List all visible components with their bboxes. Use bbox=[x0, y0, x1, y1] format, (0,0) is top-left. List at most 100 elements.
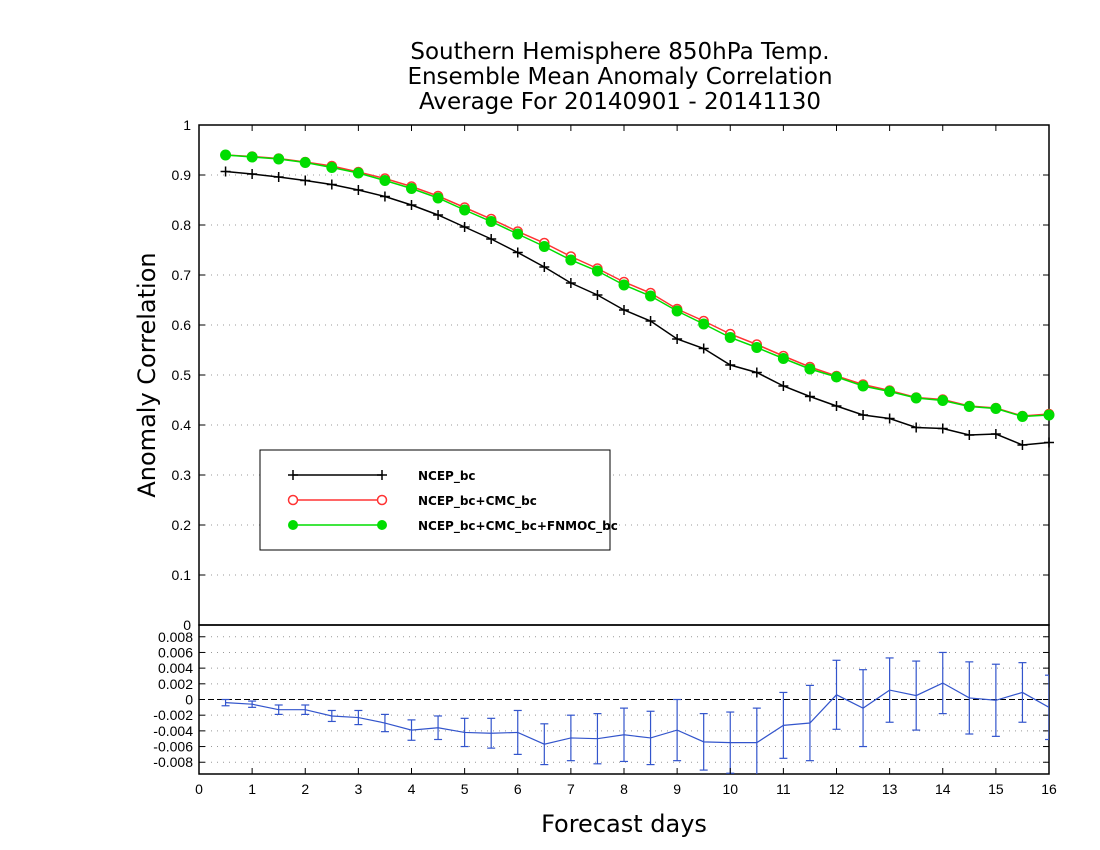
data-point bbox=[645, 290, 657, 302]
y-tick-label: 0 bbox=[183, 617, 191, 633]
x-tick-label: 4 bbox=[408, 781, 416, 797]
data-point bbox=[990, 403, 1002, 414]
error-bar bbox=[301, 704, 310, 716]
data-point bbox=[619, 305, 629, 315]
data-point bbox=[486, 234, 497, 244]
data-point bbox=[751, 367, 762, 378]
legend-marker bbox=[377, 520, 387, 530]
error-bar bbox=[593, 713, 602, 765]
x-tick-label: 15 bbox=[988, 781, 1004, 797]
x-tick-label: 13 bbox=[882, 781, 898, 797]
data-point bbox=[937, 395, 949, 406]
lower-series-group bbox=[221, 651, 1049, 774]
data-point bbox=[858, 410, 869, 420]
data-point bbox=[273, 153, 285, 165]
data-point bbox=[804, 363, 816, 375]
error-bar bbox=[620, 707, 628, 763]
y-tick-label: -0.002 bbox=[153, 707, 193, 723]
data-point bbox=[432, 192, 444, 204]
difference-line bbox=[225, 682, 1049, 745]
error-bar bbox=[699, 713, 708, 771]
legend-marker bbox=[376, 494, 388, 506]
x-tick-label: 7 bbox=[567, 781, 575, 797]
data-point bbox=[963, 401, 975, 412]
data-point bbox=[698, 318, 710, 330]
data-point bbox=[300, 175, 311, 186]
data-point bbox=[326, 162, 338, 173]
data-point bbox=[857, 380, 869, 392]
y-tick-label: 0.5 bbox=[172, 367, 192, 383]
data-point bbox=[672, 334, 683, 344]
x-tick-label: 5 bbox=[461, 781, 469, 797]
legend-entry: NCEP_bc+CMC_bc bbox=[287, 494, 537, 509]
data-point bbox=[804, 391, 815, 402]
y-tick-label: 0.002 bbox=[158, 676, 193, 692]
error-bar bbox=[460, 717, 469, 748]
data-point bbox=[964, 430, 975, 440]
data-point bbox=[565, 254, 577, 266]
series-line bbox=[225, 154, 1050, 417]
data-point bbox=[937, 423, 948, 434]
data-point bbox=[591, 265, 603, 277]
error-bar bbox=[566, 714, 575, 762]
legend-marker bbox=[288, 520, 298, 530]
data-point bbox=[1044, 437, 1054, 448]
data-point bbox=[911, 422, 922, 433]
error-bar bbox=[487, 717, 496, 749]
data-point bbox=[459, 204, 471, 216]
data-point bbox=[725, 360, 736, 370]
error-bar bbox=[646, 710, 655, 766]
error-bar bbox=[779, 691, 788, 759]
x-axis-label: Forecast days bbox=[541, 810, 707, 838]
error-bar bbox=[832, 659, 841, 730]
data-point bbox=[910, 392, 922, 404]
x-tick-label: 11 bbox=[776, 781, 791, 797]
error-bar bbox=[991, 663, 1000, 737]
legend-label: NCEP_bc+CMC_bc bbox=[418, 494, 537, 509]
data-point bbox=[539, 262, 550, 272]
y-tick-label: 0 bbox=[185, 692, 193, 708]
y-axis-label: Anomaly Correlation bbox=[133, 252, 161, 497]
data-point bbox=[246, 151, 258, 163]
error-bar bbox=[805, 684, 814, 762]
data-point bbox=[724, 332, 736, 343]
data-point bbox=[538, 241, 550, 252]
chart-title-line: Southern Hemisphere 850hPa Temp. bbox=[410, 39, 829, 65]
error-bar bbox=[1018, 662, 1027, 723]
x-tick-label: 6 bbox=[514, 781, 522, 797]
error-bar bbox=[380, 713, 389, 733]
x-tick-label: 9 bbox=[673, 781, 681, 797]
data-point bbox=[592, 290, 603, 300]
data-point bbox=[698, 343, 709, 354]
data-point bbox=[220, 149, 232, 161]
legend: NCEP_bc NCEP_bc+CMC_bc NCEP_bc+CMC_bc+FNMO… bbox=[259, 449, 618, 551]
error-bar bbox=[912, 660, 921, 731]
data-point bbox=[777, 353, 789, 364]
y-tick-label: 1 bbox=[183, 117, 191, 133]
x-tick-label: 1 bbox=[248, 781, 256, 797]
legend-entry: NCEP_bc bbox=[288, 469, 476, 484]
y-tick-label: 0.9 bbox=[172, 167, 192, 183]
error-bar bbox=[938, 651, 947, 715]
data-point bbox=[406, 200, 417, 210]
y-tick-label: 0.004 bbox=[158, 660, 193, 676]
y-tick-label: 0.3 bbox=[172, 467, 192, 483]
x-tick-label: 12 bbox=[829, 781, 845, 797]
data-point bbox=[220, 166, 231, 177]
x-tick-label: 8 bbox=[620, 781, 628, 797]
error-bar bbox=[540, 723, 549, 766]
data-point bbox=[1017, 440, 1028, 450]
chart-title-line: Ensemble Mean Anomaly Correlation bbox=[407, 64, 832, 90]
y-tick-label: -0.006 bbox=[153, 739, 193, 755]
legend-label: NCEP_bc+CMC_bc+FNMOC_bc bbox=[418, 519, 618, 534]
series-line bbox=[225, 154, 1050, 418]
data-point bbox=[299, 157, 311, 168]
data-point bbox=[512, 228, 524, 240]
series-line bbox=[225, 170, 1050, 446]
error-bar bbox=[513, 709, 522, 755]
x-tick-label: 0 bbox=[195, 781, 203, 797]
legend-entry: NCEP_bc+CMC_bc+FNMOC_bc bbox=[288, 519, 618, 534]
error-bar bbox=[407, 719, 416, 741]
error-bar bbox=[859, 669, 868, 748]
